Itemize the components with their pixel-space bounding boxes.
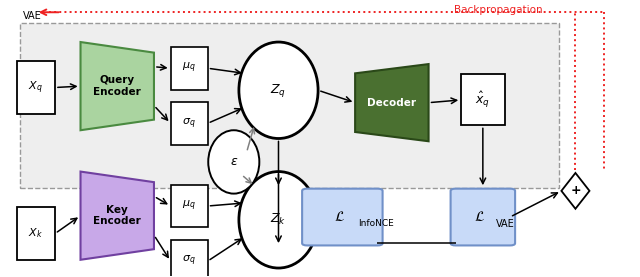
Ellipse shape	[208, 130, 259, 194]
Text: $\mu_q$: $\mu_q$	[182, 199, 196, 213]
Text: $\sigma_q$: $\sigma_q$	[182, 116, 196, 130]
FancyBboxPatch shape	[461, 75, 504, 125]
FancyBboxPatch shape	[20, 23, 559, 188]
Text: $\hat{x}_q$: $\hat{x}_q$	[476, 90, 490, 110]
FancyBboxPatch shape	[171, 102, 207, 145]
Polygon shape	[561, 173, 589, 209]
Text: Key
Encoder: Key Encoder	[93, 205, 141, 227]
FancyBboxPatch shape	[17, 207, 55, 260]
Text: $X_q$: $X_q$	[28, 79, 43, 96]
FancyBboxPatch shape	[451, 189, 515, 245]
FancyBboxPatch shape	[171, 185, 207, 227]
Ellipse shape	[239, 42, 318, 138]
Text: $X_k$: $X_k$	[28, 227, 44, 240]
Text: $Z_q$: $Z_q$	[271, 82, 287, 99]
Text: VAE: VAE	[23, 11, 42, 21]
Polygon shape	[81, 42, 154, 130]
Polygon shape	[355, 64, 429, 141]
Text: $\varepsilon$: $\varepsilon$	[230, 155, 238, 168]
Ellipse shape	[239, 171, 318, 268]
Text: Query
Encoder: Query Encoder	[93, 75, 141, 97]
Text: VAE: VAE	[495, 219, 515, 229]
Text: $\mathcal{L}$: $\mathcal{L}$	[333, 210, 345, 224]
Text: InfoNCE: InfoNCE	[358, 219, 394, 229]
Polygon shape	[81, 171, 154, 260]
FancyBboxPatch shape	[302, 189, 383, 245]
FancyBboxPatch shape	[17, 61, 55, 114]
Text: $Z_k$: $Z_k$	[270, 212, 287, 227]
Text: $\mathcal{L}$: $\mathcal{L}$	[474, 210, 485, 224]
Text: Backpropagation: Backpropagation	[454, 5, 543, 15]
FancyBboxPatch shape	[171, 240, 207, 277]
FancyBboxPatch shape	[171, 47, 207, 89]
Text: +: +	[570, 184, 580, 198]
Text: Decoder: Decoder	[367, 98, 417, 108]
Text: $\mu_q$: $\mu_q$	[182, 61, 196, 75]
Text: $\sigma_q$: $\sigma_q$	[182, 254, 196, 268]
